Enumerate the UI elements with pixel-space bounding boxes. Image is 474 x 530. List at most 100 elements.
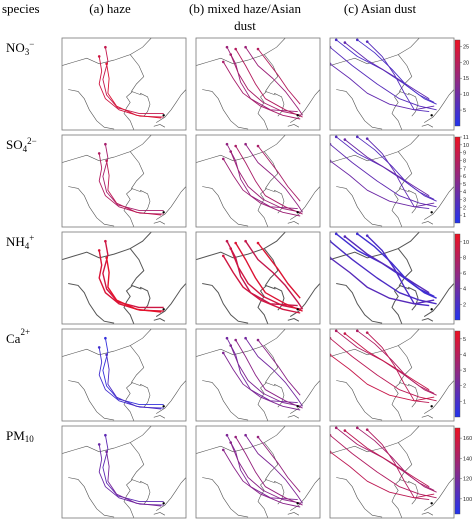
colorbar-tick-label: 2 [463,302,466,308]
map-frame [61,37,187,131]
map-outline [68,283,115,324]
colorbar-row2: 11 10 98 7 6 5 4 32 1 [454,135,469,224]
trajectory-start-marker [234,435,237,439]
colorbar-tick-label: 8 [463,255,466,261]
trajectory-line [357,136,437,202]
trajectory-line [230,248,302,310]
map-outline [424,186,454,220]
map-outline [330,135,420,163]
map-outline [257,91,269,130]
trajectory-line [222,449,301,508]
map-outline [391,382,403,421]
map-panel-haze-row4 [61,328,187,422]
trajectory-start-marker [97,249,101,252]
trajectory-start-marker [104,433,107,437]
trajectory-line [245,143,303,213]
trajectory-start-marker [221,448,225,452]
map-frame [329,425,455,519]
map-outline [202,186,249,227]
receptor-site-marker [162,502,165,505]
trajectory-line [106,354,162,410]
trajectory-line [98,56,164,118]
trajectory-start-marker [225,239,229,243]
trajectory-line [226,434,298,501]
trajectory-start-marker [256,338,260,342]
map-outline [156,380,186,414]
map-frame [329,231,455,325]
column-title-mixed: (b) mixed haze/Asian [189,1,301,16]
colorbar-tick-label: 4 [463,287,466,293]
colorbar-tick-label: 5 [463,337,466,343]
map-outline [273,286,285,311]
receptor-site-marker [162,211,165,214]
trajectory-start-marker [234,47,237,51]
map-panel-haze-row2 [61,134,187,228]
colorbar-tick-label: 10 [463,92,469,98]
trajectory-line [344,333,430,391]
colorbar-tick-label: 20 [463,60,469,66]
map-frame [61,231,187,325]
trajectory-line [330,337,437,402]
map-outline [287,415,300,419]
trajectory-line [222,158,301,217]
colorbar-tick-label: 25 [463,44,469,50]
column-title-mixed-line2: dust [234,18,256,33]
trajectory-line [257,242,301,299]
map-outline [156,186,186,220]
trajectory-start-marker [334,426,338,430]
trajectory-start-marker [234,241,237,245]
map-outline [421,415,434,419]
trajectory-start-marker [225,142,229,146]
trajectory-line [357,39,437,105]
map-outline [202,380,249,421]
trajectory-start-marker [234,144,237,148]
map-outline [68,477,115,518]
trajectory-start-marker [334,135,338,139]
trajectory-start-marker [343,235,347,238]
map-outline [257,285,269,324]
colorbar-tick-label: 11 [463,135,469,141]
trajectory-line [330,63,435,111]
trajectory-line [235,339,303,409]
map-panel-mixed-row2 [195,134,321,228]
map-outline [68,380,115,421]
trajectory-line [366,235,430,307]
trajectory-start-marker [334,38,338,42]
trajectory-line [366,41,430,113]
column-title-haze: (a) haze [89,1,131,16]
trajectory-line [102,435,164,502]
map-outline [421,124,434,128]
colorbar-tick-label: 2 [463,384,466,390]
map-outline [123,285,135,324]
trajectory-line [235,48,303,118]
colorbar-tick-label: 9 [463,151,466,157]
colorbar-tick-label: 5 [463,108,466,114]
trajectory-line [230,54,302,116]
map-panel-haze-row3 [61,231,187,325]
colorbar-tick-label: 10 [463,143,469,149]
map-outline [153,221,166,225]
receptor-site-marker [296,114,299,117]
trajectory-start-marker [334,329,338,333]
trajectory-line [98,153,164,215]
map-outline [424,477,454,511]
colorbar-tick-label: 3 [463,198,466,204]
map-outline [68,186,115,227]
colorbar-tick-label: 6 [463,174,466,180]
map-outline [397,248,413,290]
trajectory-start-marker [104,336,107,340]
map-outline [287,317,300,322]
colorbar-tick-label: 120 [463,477,472,483]
map-frame [195,37,321,131]
map-outline [336,89,383,130]
map-outline [257,382,269,421]
colorbar-tick-label: 15 [463,76,469,82]
trajectory-start-marker [105,62,108,66]
map-outline [123,382,135,421]
map-outline [155,283,186,318]
species-label-pm10: PM10 [6,428,34,444]
trajectory-start-marker [97,443,101,446]
trajectory-start-marker [355,135,359,139]
colorbar-tick-label: 10 [463,240,469,246]
trajectory-start-marker [365,137,369,140]
